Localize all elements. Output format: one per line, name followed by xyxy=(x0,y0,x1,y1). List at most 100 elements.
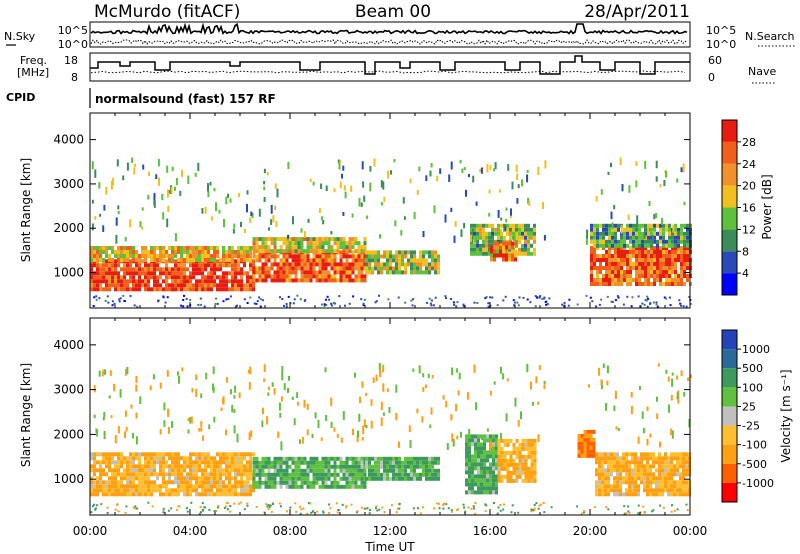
echo-cell xyxy=(686,239,689,244)
y-tick-label: 1000 xyxy=(53,472,84,486)
echo-cell xyxy=(676,456,679,461)
echo-cell xyxy=(348,270,352,275)
echo-cell xyxy=(679,452,682,457)
echo-cell xyxy=(228,460,231,465)
echo-cell xyxy=(437,266,440,271)
echo-cell xyxy=(351,258,355,263)
echo-cell xyxy=(233,223,236,229)
echo-cell xyxy=(177,246,180,250)
echo-cell xyxy=(674,223,677,228)
echo-cell xyxy=(195,460,198,465)
echo-cell xyxy=(376,509,379,512)
echo-cell xyxy=(108,283,111,288)
echo-cell xyxy=(337,159,340,164)
echo-cell xyxy=(294,249,298,254)
echo-cell xyxy=(228,456,231,461)
echo-cell xyxy=(492,446,495,451)
echo-cell xyxy=(156,279,159,284)
echo-cell xyxy=(174,468,177,473)
echo-cell xyxy=(115,217,118,226)
echo-cell xyxy=(96,254,99,258)
echo-cell xyxy=(655,480,658,485)
echo-cell xyxy=(90,468,93,473)
echo-cell xyxy=(492,478,495,483)
echo-cell xyxy=(138,271,141,276)
echo-cell xyxy=(647,239,650,244)
echo-cell xyxy=(362,302,365,305)
echo-cell xyxy=(213,258,216,262)
colorbar-tick-label: 12 xyxy=(742,223,756,236)
echo-cell xyxy=(315,476,319,481)
echo-cell xyxy=(246,275,249,280)
echo-cell xyxy=(680,262,683,266)
echo-cell xyxy=(339,241,343,246)
echo-cell xyxy=(683,282,686,286)
echo-cell xyxy=(333,484,337,489)
echo-cell xyxy=(688,418,691,428)
echo-cell xyxy=(315,464,319,469)
echo-cell xyxy=(333,468,337,473)
echo-cell xyxy=(404,468,407,473)
echo-cell xyxy=(680,254,683,258)
echo-cell xyxy=(276,480,280,485)
echo-cell xyxy=(605,266,608,270)
echo-cell xyxy=(474,434,477,439)
echo-cell xyxy=(515,223,518,228)
echo-cell xyxy=(105,488,108,493)
echo-cell xyxy=(631,452,634,457)
echo-cell xyxy=(628,472,631,477)
echo-cell xyxy=(324,258,328,263)
echo-cell xyxy=(671,258,674,262)
echo-cell xyxy=(497,223,500,228)
echo-cell xyxy=(177,480,180,485)
echo-cell xyxy=(189,452,192,457)
echo-cell xyxy=(270,278,274,283)
echo-cell xyxy=(665,254,668,258)
echo-cell xyxy=(273,245,277,250)
echo-cell xyxy=(377,464,380,469)
echo-cell xyxy=(330,266,334,271)
echo-cell xyxy=(135,492,138,497)
echo-cell xyxy=(480,470,483,475)
echo-cell xyxy=(189,456,192,461)
echo-cell xyxy=(250,211,253,217)
echo-cell xyxy=(396,507,399,510)
echo-cell xyxy=(105,472,108,477)
echo-cell xyxy=(237,480,240,485)
echo-cell xyxy=(105,484,108,489)
echo-cell xyxy=(144,287,147,292)
echo-cell xyxy=(592,441,596,446)
echo-cell xyxy=(658,492,661,497)
echo-cell xyxy=(680,278,683,282)
echo-cell xyxy=(451,433,454,442)
echo-cell xyxy=(676,492,679,497)
echo-cell xyxy=(505,257,508,262)
echo-cell xyxy=(655,476,658,481)
echo-cell xyxy=(354,249,358,254)
echo-cell xyxy=(204,472,207,477)
echo-cell xyxy=(360,468,364,473)
echo-cell xyxy=(629,282,632,286)
echo-cell xyxy=(516,173,519,181)
echo-cell xyxy=(99,254,102,258)
echo-cell xyxy=(380,270,383,275)
echo-cell xyxy=(249,287,252,292)
echo-cell xyxy=(306,241,310,246)
echo-cell xyxy=(243,452,246,457)
echo-cell xyxy=(171,275,174,280)
echo-cell xyxy=(197,162,200,171)
echo-cell xyxy=(92,503,95,506)
echo-cell xyxy=(375,505,378,508)
echo-cell xyxy=(156,287,159,292)
echo-cell xyxy=(318,278,322,283)
echo-cell xyxy=(486,434,489,439)
echo-cell xyxy=(102,460,105,465)
echo-cell xyxy=(407,472,410,477)
echo-cell xyxy=(374,472,377,477)
echo-cell xyxy=(300,258,304,263)
echo-cell xyxy=(514,253,517,258)
echo-cell xyxy=(186,305,189,308)
echo-cell xyxy=(620,282,623,286)
echo-cell xyxy=(605,270,608,274)
